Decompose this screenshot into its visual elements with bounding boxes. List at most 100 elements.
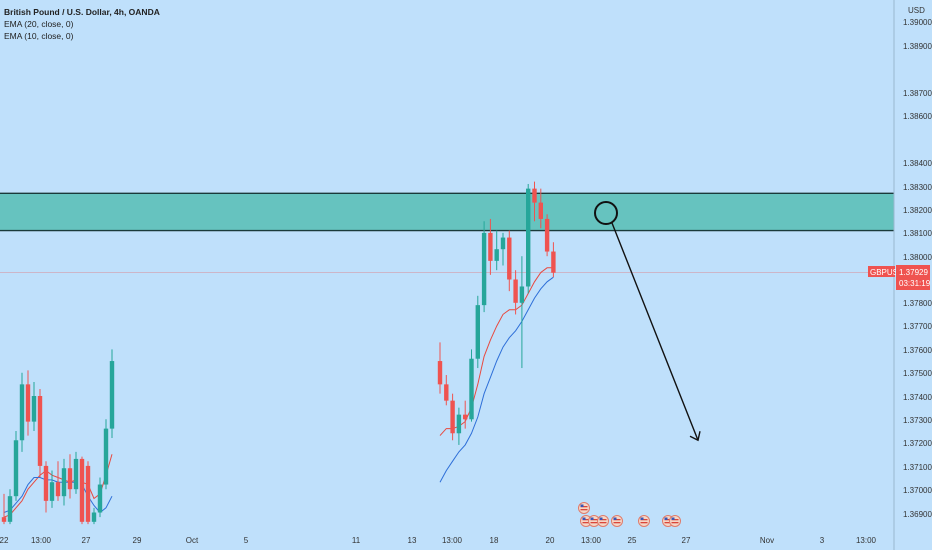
event-flag-icon[interactable] [611, 515, 623, 527]
x-tick-label: 3 [820, 536, 825, 545]
flag-disc [578, 502, 590, 514]
candle[interactable] [91, 507, 97, 525]
candle[interactable] [49, 470, 55, 508]
x-tick-label: 13:00 [442, 536, 463, 545]
candle[interactable] [37, 389, 43, 478]
price-badge: 1.37929 03:31:19 [896, 265, 931, 290]
candle[interactable] [97, 477, 103, 518]
x-tick-label: 13:00 [31, 536, 52, 545]
flag-stripe [590, 522, 598, 524]
event-flag-icon[interactable] [578, 502, 590, 514]
zone-fill [0, 193, 894, 231]
candle[interactable] [494, 230, 499, 271]
candle[interactable] [103, 419, 109, 490]
economic-event-markers[interactable] [578, 502, 681, 527]
candle-body [519, 286, 525, 303]
event-flag-icon[interactable] [597, 515, 609, 527]
candle-body [91, 512, 97, 522]
y-tick-label: 1.38300 [903, 183, 932, 192]
candle-body [544, 218, 550, 252]
y-tick-label: 1.38100 [903, 229, 932, 238]
y-tick-label: 1.39000 [903, 18, 932, 27]
candle[interactable] [488, 218, 493, 275]
candle[interactable] [31, 382, 37, 431]
candle[interactable] [450, 393, 455, 441]
candle[interactable] [481, 221, 487, 313]
candle[interactable] [43, 461, 49, 513]
candle-body [97, 484, 103, 513]
candle-body [450, 400, 455, 434]
flag-stripe [640, 522, 648, 524]
candle[interactable] [13, 430, 19, 501]
x-tick-label: 27 [82, 536, 91, 545]
candle[interactable] [55, 461, 61, 501]
candle-body [31, 396, 37, 422]
candle-body [25, 384, 31, 422]
candle-body [538, 202, 543, 219]
y-tick-label: 1.37300 [903, 416, 932, 425]
flag-stripe [590, 519, 598, 521]
symbol-title: British Pound / U.S. Dollar, 4h, OANDA [4, 7, 160, 17]
candle-body [49, 482, 55, 501]
candle[interactable] [25, 370, 31, 436]
x-tick-label: Oct [186, 536, 199, 545]
x-tick-label: 5 [244, 536, 249, 545]
candle[interactable] [544, 214, 550, 257]
candle[interactable] [456, 407, 462, 445]
x-tick-label: 18 [490, 536, 499, 545]
y-tick-label: 1.38700 [903, 89, 932, 98]
candle[interactable] [538, 188, 543, 229]
flag-disc [611, 515, 623, 527]
candle[interactable] [109, 349, 115, 438]
candle[interactable] [551, 242, 556, 278]
event-flag-icon[interactable] [669, 515, 681, 527]
candle[interactable] [79, 456, 85, 525]
candle[interactable] [513, 270, 518, 315]
candle[interactable] [1, 493, 7, 525]
candle[interactable] [85, 461, 91, 525]
flag-canton [590, 517, 594, 520]
time-axis[interactable]: 22 13:00 27 29 Oct 5 11 13 13:00 18 20 13:00 25 27 Nov… [0, 536, 877, 545]
candle-body [55, 482, 61, 497]
candle[interactable] [507, 230, 512, 292]
candle[interactable] [519, 256, 525, 369]
candle[interactable] [61, 458, 67, 506]
resistance-zone[interactable] [0, 192, 894, 232]
candle-body [37, 396, 43, 466]
candle[interactable] [67, 454, 73, 499]
candle[interactable] [532, 181, 537, 222]
candle[interactable] [463, 400, 468, 429]
y-tick-label: 1.37400 [903, 393, 932, 402]
candle[interactable] [19, 372, 25, 452]
candle[interactable] [469, 349, 474, 422]
candle[interactable] [437, 342, 443, 394]
candle-body [103, 428, 109, 485]
ticker-label: GBPUSD [870, 268, 904, 277]
candle-body [532, 188, 537, 203]
highlight-circle[interactable] [594, 201, 618, 225]
x-tick-label: 27 [682, 536, 691, 545]
flag-stripe [582, 522, 590, 524]
drawing-annotations[interactable] [594, 201, 701, 442]
flag-stripe [671, 522, 679, 524]
candle[interactable] [444, 375, 449, 406]
x-tick-label: 29 [133, 536, 142, 545]
price-axis[interactable]: 1.39000 1.38900 1.38700 1.38600 1.38400 1.383… [903, 18, 932, 519]
candle[interactable] [475, 295, 480, 369]
flag-stripe [580, 506, 588, 508]
currency-label: USD [908, 6, 925, 15]
candle[interactable] [500, 232, 506, 266]
x-tick-label: 11 [352, 536, 361, 545]
event-flag-icon[interactable] [638, 515, 650, 527]
last-price-label: 1.37929 [899, 268, 928, 277]
candle[interactable] [526, 183, 531, 294]
flag-canton [613, 517, 617, 520]
y-tick-label: 1.38900 [903, 42, 932, 51]
projection-arrow[interactable] [611, 222, 699, 441]
candle[interactable] [7, 489, 13, 525]
y-tick-label: 1.38000 [903, 253, 932, 262]
candlestick-series[interactable] [1, 181, 556, 525]
candle[interactable] [73, 451, 79, 494]
x-tick-label: 13:00 [581, 536, 602, 545]
